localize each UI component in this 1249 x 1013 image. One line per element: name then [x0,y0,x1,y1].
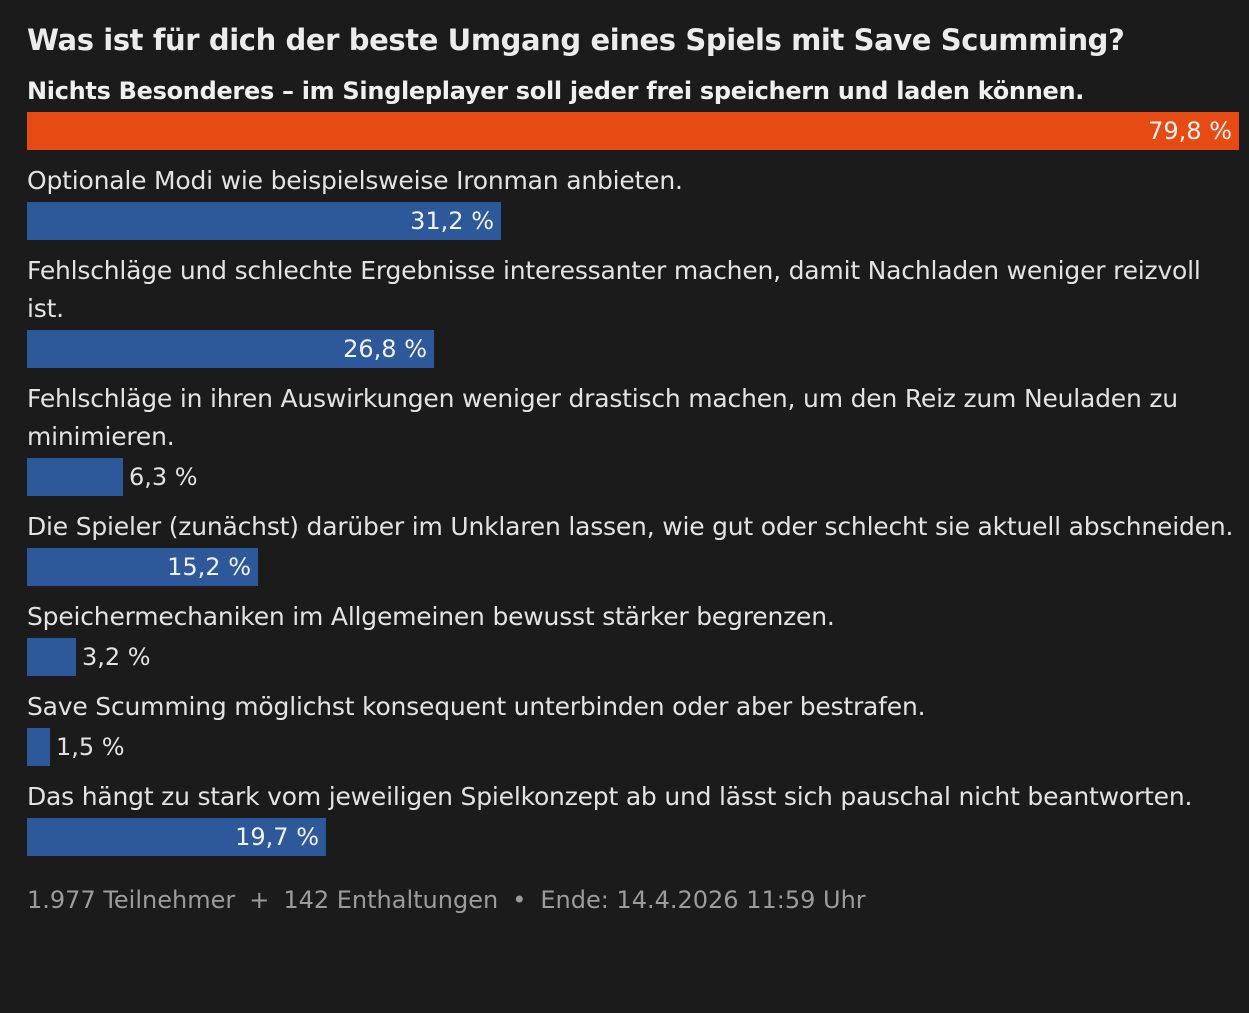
result-percentage: 15,2 % [167,553,251,581]
option-label: Das hängt zu stark vom jeweiligen Spielk… [27,782,1193,811]
bar-track: 15,2 % [27,548,1239,586]
poll-option: Speichermechaniken im Allgemeinen bewuss… [27,598,1239,676]
result-bar [27,112,1239,150]
poll-footer: 1.977 Teilnehmer +142 Enthaltungen • Ende: … [27,884,1239,916]
bar-track: 1,5 % [27,728,1239,766]
bar-track: 6,3 % [27,458,1239,496]
result-percentage: 6,3 % [129,463,198,491]
bar-track: 26,8 % [27,330,1239,368]
result-percentage: 31,2 % [410,207,494,235]
bar-track: 3,2 % [27,638,1239,676]
result-bar [27,330,434,368]
bar-track: 79,8 % [27,112,1239,150]
bar-track: 19,7 % [27,818,1239,856]
poll-option: Das hängt zu stark vom jeweiligen Spielk… [27,778,1239,856]
option-label: Save Scumming möglichst konsequent unter… [27,692,926,721]
poll-option: Die Spieler (zunächst) darüber im Unklar… [27,508,1239,586]
result-bar [27,818,326,856]
result-percentage: 79,8 % [1148,117,1232,145]
option-label: Fehlschläge in ihren Auswirkungen wenige… [27,384,1178,451]
result-percentage: 1,5 % [56,733,125,761]
poll-option: Optionale Modi wie beispielsweise Ironma… [27,162,1239,240]
participant-count: 1.977 Teilnehmer [27,886,236,914]
plus-separator: + [249,886,270,914]
bullet-separator: • [512,886,527,914]
poll-option: Nichts Besonderes – im Singleplayer soll… [27,72,1239,150]
result-percentage: 3,2 % [82,643,151,671]
option-label: Fehlschläge und schlechte Ergebnisse int… [27,256,1201,323]
result-bar [27,548,258,586]
option-label: Optionale Modi wie beispielsweise Ironma… [27,166,683,195]
result-bar [27,202,501,240]
poll-option: Fehlschläge und schlechte Ergebnisse int… [27,252,1239,368]
result-bar [27,728,50,766]
result-bar [27,638,76,676]
poll-option: Save Scumming möglichst konsequent unter… [27,688,1239,766]
poll: Was ist für dich der beste Umgang eines … [27,23,1239,916]
poll-options: Nichts Besonderes – im Singleplayer soll… [27,72,1239,856]
option-label: Die Spieler (zunächst) darüber im Unklar… [27,512,1234,541]
poll-end-date: Ende: 14.4.2026 11:59 Uhr [540,886,866,914]
option-label: Speichermechaniken im Allgemeinen bewuss… [27,602,835,631]
result-percentage: 19,7 % [235,823,319,851]
abstention-count: 142 Enthaltungen [283,886,499,914]
bar-track: 31,2 % [27,202,1239,240]
poll-option: Fehlschläge in ihren Auswirkungen wenige… [27,380,1239,496]
option-label: Nichts Besonderes – im Singleplayer soll… [27,77,1085,105]
result-percentage: 26,8 % [343,335,427,363]
result-bar [27,458,123,496]
poll-title: Was ist für dich der beste Umgang eines … [27,23,1125,57]
